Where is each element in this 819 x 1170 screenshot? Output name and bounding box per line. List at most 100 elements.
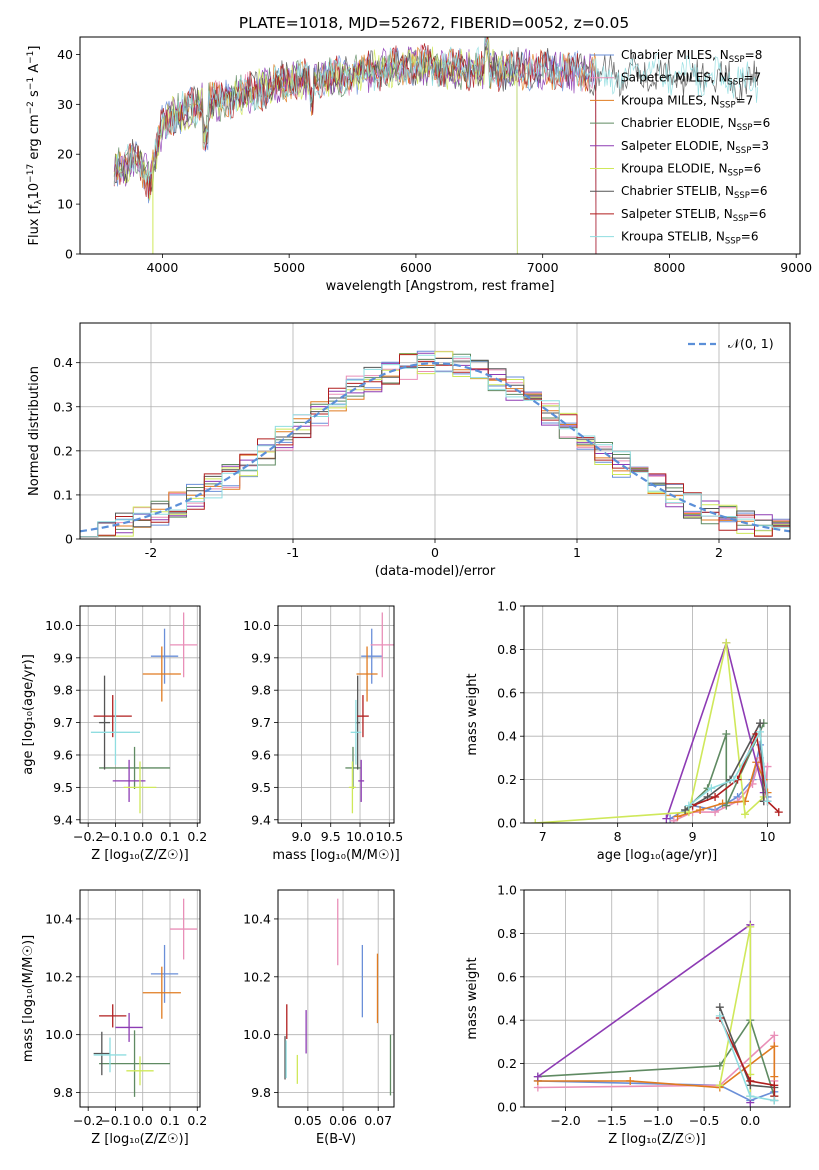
y-tick-label: 0.4 bbox=[53, 355, 73, 370]
weight-marker bbox=[715, 1011, 724, 1020]
y-axis-label-part: 10 bbox=[27, 183, 42, 200]
y-tick-label: 0 bbox=[65, 247, 73, 262]
x-axis-label: wavelength [Angstrom, rest frame] bbox=[326, 279, 555, 294]
legend-series-name: Chabrier STELIB, N bbox=[621, 184, 734, 198]
y-tick-label: 0.4 bbox=[497, 729, 517, 744]
y-axis-label: Flux [fλ10−17 erg cm−2 s−1 A−1] bbox=[26, 46, 44, 246]
y-tick-label: 0.6 bbox=[497, 685, 517, 700]
weight-line bbox=[535, 642, 765, 823]
weight-line bbox=[537, 923, 752, 1103]
legend-nssp: =8 bbox=[745, 48, 763, 62]
plot-frame bbox=[79, 322, 791, 540]
weight-marker bbox=[763, 797, 772, 806]
y-axis-label-part: erg cm bbox=[27, 114, 42, 163]
y-tick-label: 40 bbox=[57, 47, 73, 62]
gaussian-curve bbox=[80, 361, 790, 533]
legend-label: Kroupa ELODIE, NSSP=6 bbox=[621, 162, 761, 179]
weight-marker bbox=[770, 1096, 779, 1105]
x-tick-label: 0.0 bbox=[740, 1113, 760, 1128]
weight-marker bbox=[533, 1072, 542, 1081]
legend-label: Chabrier ELODIE, NSSP=6 bbox=[621, 116, 770, 133]
y-tick-label: 0.0 bbox=[497, 1100, 517, 1115]
y-tick-label: 9.4 bbox=[53, 812, 73, 827]
weight-marker bbox=[715, 1081, 724, 1090]
legend-label: Chabrier MILES, NSSP=8 bbox=[621, 48, 762, 65]
weight-marker bbox=[673, 812, 682, 821]
weight-marker bbox=[741, 797, 750, 806]
y-tick-label: 9.9 bbox=[53, 650, 73, 665]
chart-title: PLATE=1018, MJD=52672, FIBERID=0052, z=0… bbox=[239, 14, 629, 32]
error-bars bbox=[284, 898, 392, 1096]
y-tick-label: 0.3 bbox=[53, 399, 73, 414]
legend-label: Salpeter MILES, NSSP=7 bbox=[621, 71, 761, 88]
y-axis-label-part: −17 bbox=[26, 164, 36, 183]
x-tick-label: 1 bbox=[573, 545, 581, 560]
y-axis-label: age [log₁₀(age/yr)] bbox=[21, 654, 36, 775]
y-tick-label: 9.6 bbox=[251, 747, 271, 762]
y-tick-label: 10.4 bbox=[243, 911, 271, 926]
axes-mass-weight-vs-Z: −2.0 −1.5 −1.0 −0.5 0.0 0.0 0.2 0.4 0.6 0.8 1.0 Z [… bbox=[465, 883, 791, 1147]
legend-sub: SSP bbox=[725, 237, 741, 247]
x-tick-label: 7000 bbox=[527, 260, 559, 275]
legend-nssp: =7 bbox=[743, 71, 761, 85]
y-axis-label-part: −1 bbox=[26, 51, 36, 64]
weight-marker bbox=[756, 719, 765, 728]
x-tick-label: −1.5 bbox=[597, 1113, 627, 1128]
y-tick-label: 10.2 bbox=[243, 969, 271, 984]
legend-nssp: =3 bbox=[751, 139, 769, 153]
x-tick-label: −0.1 bbox=[100, 829, 130, 844]
x-tick-label: 7 bbox=[539, 829, 547, 844]
y-axis-label-part: ] bbox=[27, 46, 42, 51]
weight-lines bbox=[533, 920, 779, 1107]
x-tick-label: 5000 bbox=[273, 260, 305, 275]
y-tick-label: 1.0 bbox=[497, 599, 517, 614]
weight-marker bbox=[774, 808, 783, 817]
weight-line bbox=[665, 640, 765, 819]
x-axis-label: Z [log₁₀(Z/Z☉)] bbox=[91, 848, 188, 863]
weight-marker bbox=[746, 922, 755, 931]
y-tick-label: 9.8 bbox=[251, 1085, 271, 1100]
x-tick-label: 2 bbox=[715, 545, 723, 560]
weight-marker bbox=[662, 814, 671, 823]
x-tick-label: -2 bbox=[145, 545, 157, 560]
legend-series-name: Kroupa MILES, N bbox=[621, 93, 720, 107]
y-tick-label: 20 bbox=[57, 147, 73, 162]
weight-line bbox=[692, 731, 780, 813]
plot-frame bbox=[523, 889, 791, 1108]
weight-marker bbox=[746, 1092, 755, 1101]
x-axis-label: Z [log₁₀(Z/Z☉)] bbox=[608, 1132, 705, 1147]
weight-marker bbox=[715, 1061, 724, 1070]
x-tick-label: 9.0 bbox=[291, 829, 311, 844]
weight-line bbox=[537, 1080, 775, 1102]
legend-nssp: =6 bbox=[753, 116, 771, 130]
y-tick-label: 0.8 bbox=[497, 926, 517, 941]
x-axis-label: mass [log₁₀(M/M☉)] bbox=[272, 848, 399, 863]
y-tick-label: 0.1 bbox=[53, 487, 73, 502]
weight-marker bbox=[763, 762, 772, 771]
weight-marker bbox=[770, 1031, 779, 1040]
legend-sub: SSP bbox=[728, 169, 744, 179]
x-tick-label: 0.2 bbox=[187, 829, 207, 844]
y-tick-label: 10.0 bbox=[243, 1027, 271, 1042]
plot-frame bbox=[79, 36, 801, 255]
weight-marker bbox=[722, 801, 731, 810]
x-tick-label: −1.0 bbox=[643, 1113, 673, 1128]
x-tick-label: 10 bbox=[760, 829, 776, 844]
axes-age-vs-mass: 9.0 9.5 10.0 10.59.49.59.69.79.89.910.0mass… bbox=[243, 605, 403, 863]
plot-frame bbox=[277, 605, 395, 824]
legend-nssp: =6 bbox=[743, 162, 761, 176]
x-tick-label: 0.07 bbox=[364, 1113, 392, 1128]
legend-series-name: Chabrier MILES, N bbox=[621, 48, 729, 62]
y-tick-label: 9.7 bbox=[251, 715, 271, 730]
y-axis-label-part: s bbox=[27, 90, 42, 101]
weight-marker bbox=[722, 638, 731, 647]
y-tick-label: 9.8 bbox=[251, 683, 271, 698]
y-tick-label: 0.2 bbox=[497, 1056, 517, 1071]
y-axis-label-part: Flux [f bbox=[27, 204, 42, 245]
y-tick-label: 9.8 bbox=[53, 683, 73, 698]
y-tick-label: 0.4 bbox=[497, 1013, 517, 1028]
x-axis-label: E(B-V) bbox=[316, 1132, 356, 1147]
y-tick-label: 0 bbox=[65, 532, 73, 547]
y-tick-label: 10.2 bbox=[45, 969, 73, 984]
